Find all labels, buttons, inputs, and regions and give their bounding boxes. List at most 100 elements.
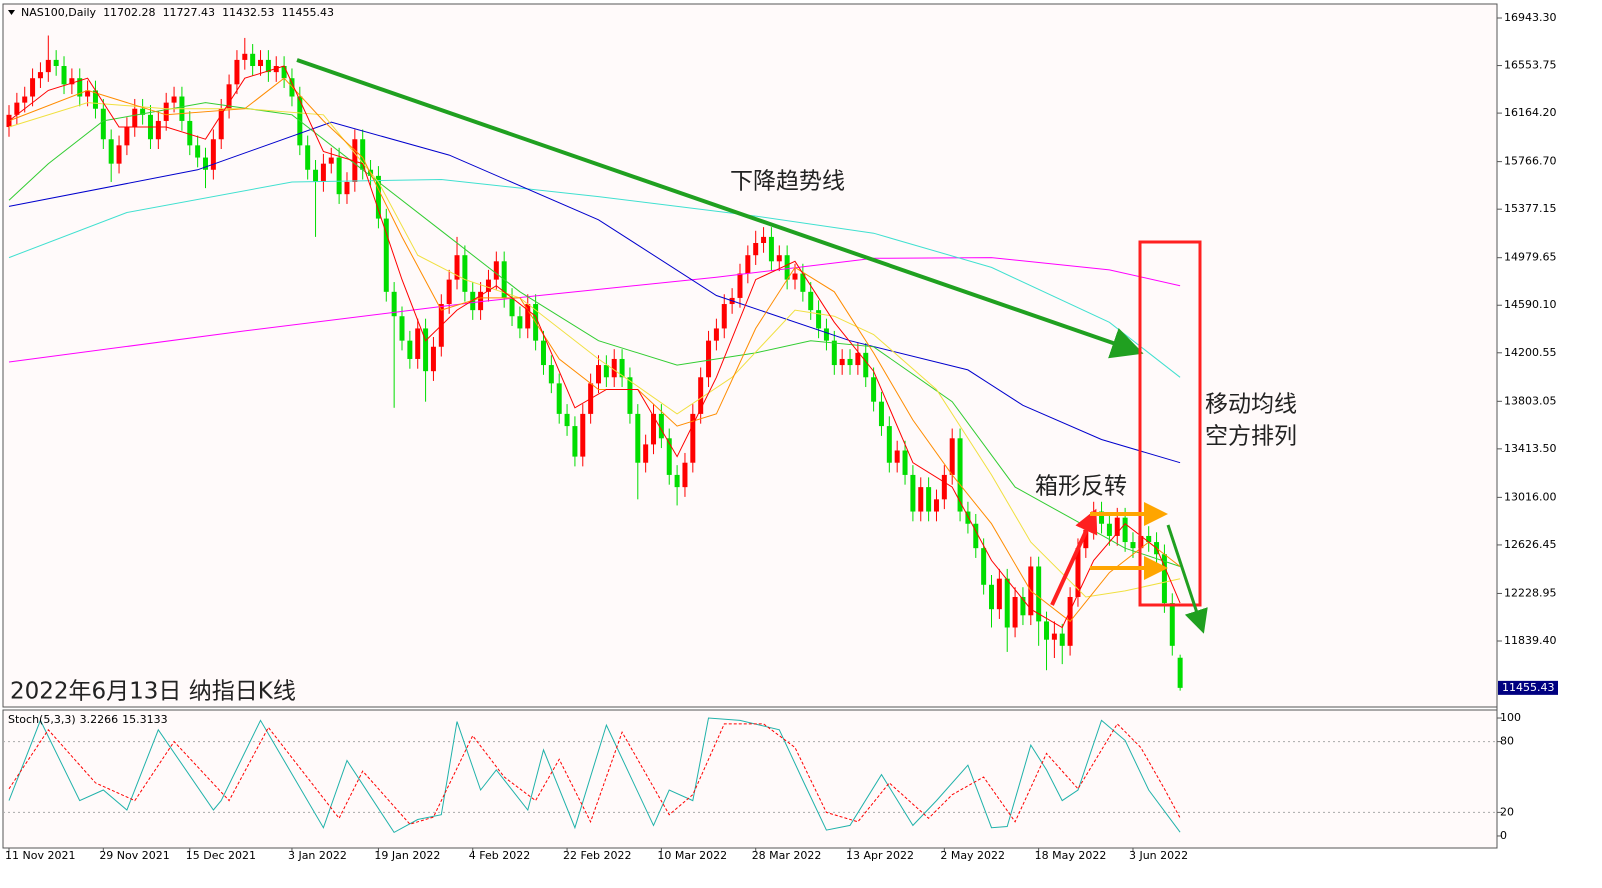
candle-body bbox=[45, 59, 51, 73]
candle-body bbox=[430, 346, 436, 372]
candle-body bbox=[37, 72, 43, 79]
candle-body bbox=[886, 426, 892, 463]
candle-body bbox=[344, 181, 350, 195]
candle-body bbox=[706, 340, 712, 378]
candle-body bbox=[651, 413, 657, 445]
candle-body bbox=[1169, 603, 1175, 646]
stoch-header: Stoch(5,3,3) 3.2266 15.3133 bbox=[8, 713, 168, 726]
candle-body bbox=[336, 157, 342, 195]
x-tick-label: 15 Dec 2021 bbox=[186, 849, 256, 862]
y-tick-label: 12626.45 bbox=[1504, 538, 1557, 551]
x-tick-label: 18 May 2022 bbox=[1035, 849, 1107, 862]
candle-body bbox=[1122, 517, 1128, 543]
y-tick-label: 11839.40 bbox=[1504, 634, 1557, 647]
candle-body bbox=[572, 426, 578, 457]
moving-average bbox=[8, 121, 1181, 464]
x-tick-label: 3 Jun 2022 bbox=[1129, 849, 1188, 862]
candle-body bbox=[981, 548, 987, 585]
candle-body bbox=[989, 584, 994, 610]
candle-body bbox=[713, 328, 719, 341]
candle-body bbox=[273, 66, 279, 73]
candle-body bbox=[627, 377, 633, 414]
candle-body bbox=[415, 328, 421, 359]
candle-body bbox=[383, 218, 389, 292]
chart-header: NAS100,Daily 11702.28 11727.43 11432.53 1145… bbox=[21, 6, 334, 19]
moving-average bbox=[8, 178, 1181, 378]
candle-body bbox=[1130, 542, 1136, 549]
candle-body bbox=[674, 474, 680, 488]
candle-body bbox=[462, 255, 468, 292]
candle-body bbox=[108, 139, 114, 164]
candle-body bbox=[525, 304, 531, 329]
candle-body bbox=[965, 511, 971, 524]
candle-body bbox=[1004, 578, 1010, 628]
candle-body bbox=[926, 487, 932, 512]
candle-body bbox=[163, 102, 169, 121]
candle-body bbox=[226, 84, 232, 109]
candle-body bbox=[61, 66, 67, 85]
y-tick-label: 16553.75 bbox=[1504, 59, 1557, 72]
header-icon bbox=[8, 10, 15, 15]
candle-body bbox=[894, 450, 900, 463]
candle-body bbox=[658, 413, 664, 439]
candle-body bbox=[1075, 548, 1081, 597]
trend-line bbox=[296, 58, 1144, 359]
candle-body bbox=[941, 474, 947, 500]
stoch-pane bbox=[2, 709, 1498, 849]
y-tick-label: 13016.00 bbox=[1504, 490, 1557, 503]
candle-body bbox=[580, 413, 586, 457]
candle-body bbox=[124, 127, 130, 146]
header-value: 11432.53 bbox=[222, 6, 275, 19]
candle-body bbox=[564, 413, 570, 427]
header-value: NAS100,Daily bbox=[21, 6, 97, 19]
candle-body bbox=[1099, 511, 1105, 524]
candle-body bbox=[603, 365, 609, 378]
candle-body bbox=[682, 462, 688, 488]
candle-body bbox=[863, 352, 869, 378]
header-value: 11702.28 bbox=[103, 6, 156, 19]
x-tick-label: 11 Nov 2021 bbox=[5, 849, 75, 862]
candle-body bbox=[478, 291, 484, 311]
candle-body bbox=[918, 487, 924, 512]
candle-body bbox=[753, 242, 759, 256]
down-arrow bbox=[1166, 524, 1208, 634]
candle-body bbox=[596, 365, 601, 384]
candle-body bbox=[85, 90, 91, 97]
candle-body bbox=[305, 145, 311, 170]
candle-body bbox=[22, 96, 28, 103]
candle-body bbox=[155, 120, 161, 140]
candle-body bbox=[313, 169, 319, 182]
header-value: 11455.43 bbox=[282, 6, 335, 19]
candle-body bbox=[996, 578, 1002, 610]
candle-body bbox=[195, 145, 201, 158]
candle-body bbox=[910, 474, 916, 512]
candle-body bbox=[1036, 566, 1042, 622]
candle-body bbox=[258, 59, 264, 67]
candle-body bbox=[470, 291, 476, 311]
candle-body bbox=[839, 358, 845, 366]
candle-body bbox=[949, 438, 955, 475]
candle-body bbox=[768, 236, 774, 262]
candle-body bbox=[800, 273, 806, 292]
candle-body bbox=[242, 53, 248, 60]
candle-body bbox=[1106, 523, 1112, 536]
candle-body bbox=[611, 358, 617, 378]
candle-body bbox=[556, 383, 562, 414]
y-tick-label: 14200.55 bbox=[1504, 346, 1557, 359]
candle-body bbox=[792, 273, 798, 280]
candle-body bbox=[1051, 633, 1057, 640]
main-pane bbox=[2, 3, 1498, 708]
candle-body bbox=[250, 53, 256, 67]
candle-body bbox=[698, 377, 704, 414]
last-price-label: 11455.43 bbox=[1502, 681, 1555, 694]
candle-body bbox=[1059, 633, 1065, 646]
candle-body bbox=[375, 175, 381, 219]
candle-body bbox=[218, 108, 224, 140]
moving-average bbox=[8, 102, 1181, 598]
candle-body bbox=[92, 90, 98, 109]
y-tick-label: 100 bbox=[1500, 711, 1521, 724]
candle-body bbox=[360, 139, 366, 170]
candle-body bbox=[352, 139, 358, 182]
candle-body bbox=[485, 279, 491, 292]
x-tick-label: 3 Jan 2022 bbox=[288, 849, 347, 862]
